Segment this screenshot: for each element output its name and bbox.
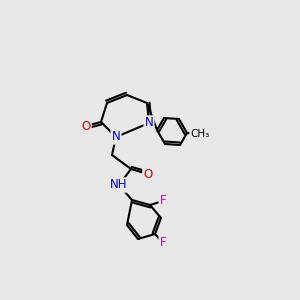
Text: F: F [160,194,166,208]
Text: N: N [145,116,153,130]
Text: CH₃: CH₃ [190,129,210,139]
Text: NH: NH [110,178,128,191]
Text: N: N [112,130,120,143]
Text: O: O [143,167,153,181]
Text: F: F [160,236,166,250]
Text: O: O [81,119,91,133]
